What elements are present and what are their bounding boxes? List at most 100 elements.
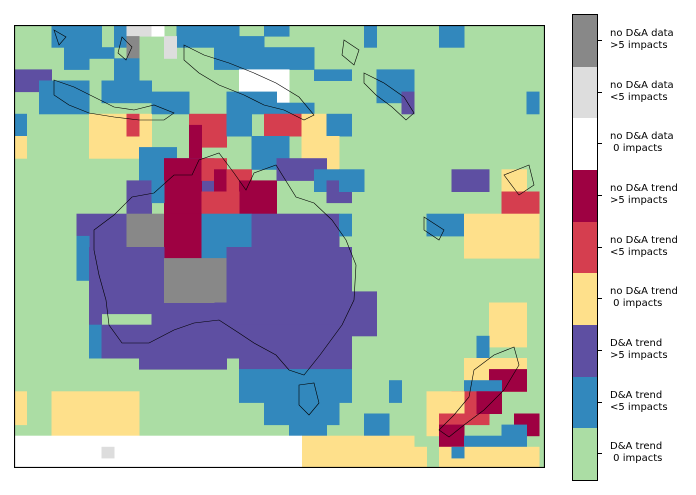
legend-label-line1: D&A trend (610, 337, 663, 349)
map-svg (13, 24, 546, 470)
legend-tick (598, 453, 602, 455)
grid-cell (501, 191, 540, 215)
coastline (438, 346, 520, 438)
coastline (93, 152, 357, 376)
legend-swatch (573, 118, 597, 171)
grid-cell (39, 80, 90, 115)
legend-swatch (573, 15, 597, 68)
legend-tick (598, 39, 602, 41)
grid-cell (276, 102, 315, 115)
legend-label-line2: 0 impacts (610, 143, 663, 155)
grid-cell (389, 380, 402, 403)
grid-cell (214, 36, 265, 70)
coastline (423, 216, 445, 241)
grid-cell (339, 213, 352, 237)
legend-colorbar (572, 14, 598, 481)
legend-swatch (573, 221, 597, 274)
grid-cell (14, 136, 27, 159)
legend-label: no D&A data 0 impacts (610, 131, 674, 155)
legend-label: D&A trend 0 impacts (610, 441, 662, 465)
legend-label-line1: D&A trend (610, 441, 663, 453)
legend-tick (598, 246, 602, 248)
coastline (298, 382, 320, 416)
grid-cell (301, 435, 415, 470)
grid-cell (164, 213, 202, 259)
legend-tick (598, 194, 602, 196)
grid-cell (526, 91, 540, 115)
legend-swatch (573, 170, 597, 223)
grid-cell (76, 235, 90, 281)
grid-cell (226, 113, 252, 137)
legend-swatch (573, 376, 597, 429)
grid-cell (464, 213, 540, 259)
grid-cell (164, 158, 202, 215)
grid-cell (314, 369, 352, 403)
grid-cell (339, 169, 365, 192)
grid-cell (51, 25, 102, 48)
grid-cell (164, 302, 215, 303)
legend-label-line2: >5 impacts (610, 349, 668, 361)
legend-swatch (573, 66, 597, 119)
grid-cell (126, 25, 152, 37)
coastline (53, 29, 67, 46)
legend-label-line1: no D&A data (610, 79, 674, 91)
grid-cell (501, 169, 527, 192)
grid-cell (314, 69, 352, 81)
legend-tick (598, 91, 602, 93)
grid-cell (414, 446, 427, 470)
legend-tick (598, 401, 602, 403)
map-frame (13, 24, 546, 469)
legend-label-line2: 0 impacts (610, 453, 663, 465)
legend-swatch (573, 428, 597, 481)
legend-label: no D&A trend <5 impacts (610, 235, 678, 259)
grid-cell (101, 80, 152, 104)
coastline (341, 39, 360, 66)
legend-label: no D&A trend >5 impacts (610, 183, 678, 207)
coastlines (53, 29, 535, 438)
coastline (503, 164, 535, 196)
grid-cell (451, 446, 465, 459)
legend-label-line2: 0 impacts (610, 298, 663, 310)
grid-cell (14, 391, 27, 426)
grid-cell (201, 191, 240, 215)
grid-cell (226, 91, 277, 115)
legend-label: no D&A data <5 impacts (610, 80, 674, 104)
grid-cells (14, 25, 540, 470)
grid-cell (264, 113, 302, 137)
grid-cell (151, 25, 165, 37)
grid-cell (164, 36, 177, 59)
grid-cell (14, 113, 27, 137)
grid-cell (239, 346, 352, 370)
legend-label-line2: <5 impacts (610, 91, 668, 103)
grid-cell (439, 424, 465, 448)
legend-label-line2: <5 impacts (610, 246, 668, 258)
legend-label: no D&A trend 0 impacts (610, 286, 678, 310)
grid-cell (151, 180, 165, 204)
grid-cell (439, 25, 465, 48)
grid-cell (264, 25, 290, 37)
grid-cell (301, 113, 327, 137)
legend-label: D&A trend <5 impacts (610, 390, 668, 414)
legend-label-line1: no D&A trend (610, 234, 678, 246)
grid-cell (326, 113, 352, 137)
grid-cell (151, 91, 190, 115)
grid-cell (226, 247, 352, 337)
legend-label-line1: no D&A trend (610, 286, 678, 298)
grid-cell (489, 302, 527, 348)
legend-label-line1: D&A trend (610, 389, 663, 401)
grid-cell (476, 391, 502, 414)
grid-cell (451, 169, 490, 192)
legend-swatch (573, 273, 597, 326)
coastline (183, 44, 315, 121)
grid-cell (289, 413, 327, 437)
grid-cell (126, 36, 140, 59)
grid-cell (364, 25, 377, 48)
map-panel (13, 24, 546, 470)
legend-tick (598, 298, 602, 300)
legend-swatch (573, 325, 597, 378)
coastline (363, 72, 415, 121)
legend-label-line1: no D&A trend (610, 182, 678, 194)
grid-cell (64, 47, 90, 70)
grid-cell (14, 435, 302, 470)
legend-label-line2: <5 impacts (610, 401, 668, 413)
